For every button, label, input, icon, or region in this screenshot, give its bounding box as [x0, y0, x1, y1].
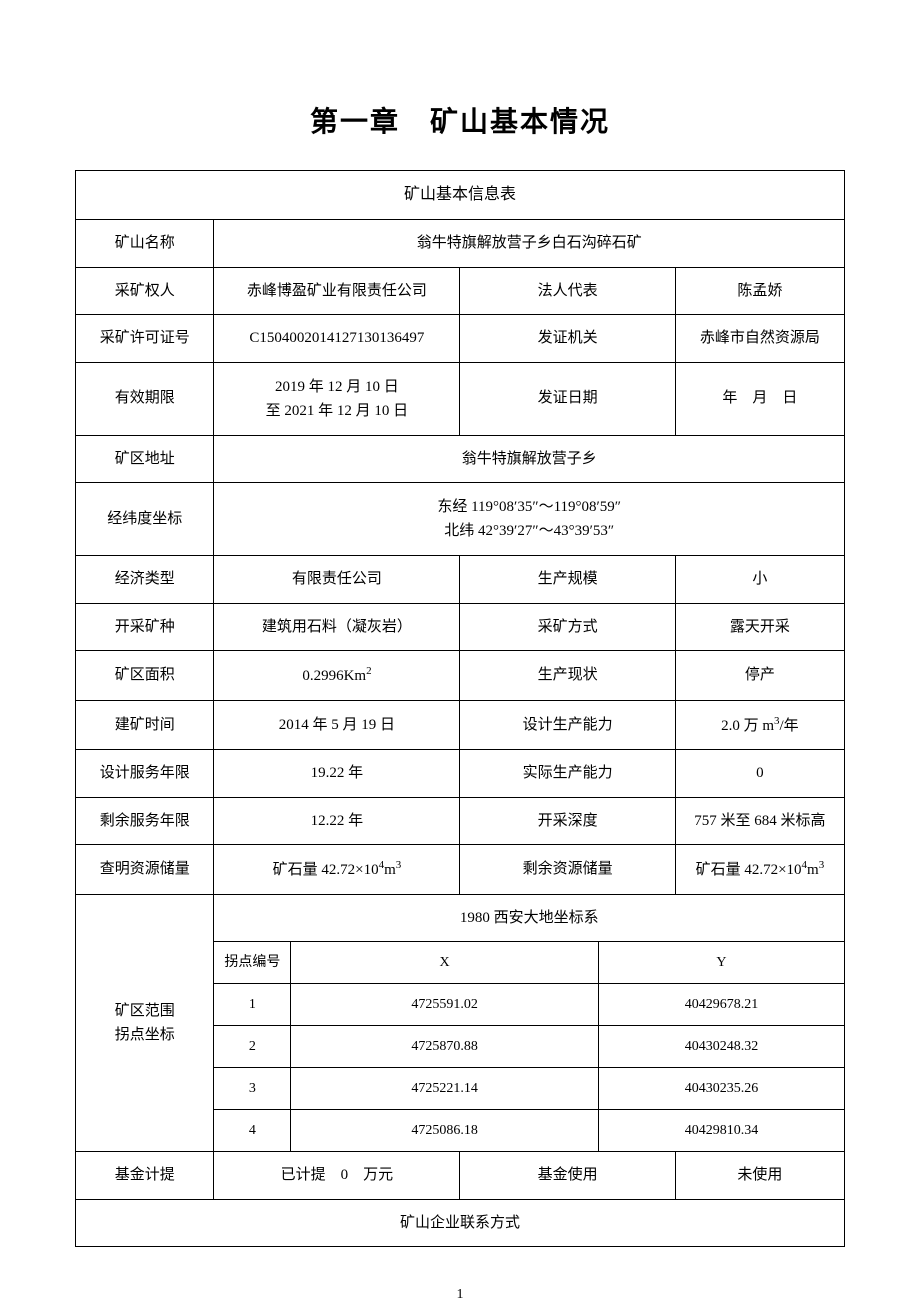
latlong-value: 东经 119°08′35″～119°08′59″ 北纬 42°39′27″～43… [214, 483, 845, 556]
latlong-line2: 北纬 42°39′27″～43°39′53″ [444, 523, 614, 539]
range-label: 矿区范围 拐点坐标 [76, 894, 214, 1152]
remain-reserves-unit: m [807, 862, 819, 878]
remain-life-value: 12.22 年 [214, 797, 460, 845]
fund-use-label: 基金使用 [460, 1152, 675, 1200]
mine-info-table: 矿山基本信息表 矿山名称 翁牛特旗解放营子乡白石沟碎石矿 采矿权人 赤峰博盈矿业… [75, 170, 845, 1247]
design-cap-label: 设计生产能力 [460, 700, 675, 750]
coord-col-x: X [291, 942, 599, 984]
contact-header: 矿山企业联系方式 [76, 1199, 845, 1247]
prod-scale-label: 生产规模 [460, 556, 675, 604]
fund-accrual-value: 已计提 0 万元 [214, 1152, 460, 1200]
issue-date-label: 发证日期 [460, 362, 675, 435]
design-life-label: 设计服务年限 [76, 750, 214, 798]
area-value-pre: 0.2996Km [302, 668, 366, 684]
coord-col-num: 拐点编号 [214, 942, 291, 984]
fund-accrual-label: 基金计提 [76, 1152, 214, 1200]
mining-rights-holder-label: 采矿权人 [76, 267, 214, 315]
coord-x-1: 4725591.02 [291, 984, 599, 1026]
mining-rights-holder-value: 赤峰博盈矿业有限责任公司 [214, 267, 460, 315]
range-label-line1: 矿区范围 [115, 1003, 175, 1019]
issuing-auth-value: 赤峰市自然资源局 [675, 315, 844, 363]
coord-system: 1980 西安大地坐标系 [214, 894, 845, 942]
mineral-label: 开采矿种 [76, 603, 214, 651]
design-cap-suffix: /年 [780, 718, 799, 734]
permit-no-label: 采矿许可证号 [76, 315, 214, 363]
table-header: 矿山基本信息表 [76, 171, 845, 220]
coord-num-2: 2 [214, 1026, 291, 1068]
validity-value: 2019 年 12 月 10 日 至 2021 年 12 月 10 日 [214, 362, 460, 435]
mining-method-value: 露天开采 [675, 603, 844, 651]
validity-line2: 至 2021 年 12 月 10 日 [266, 403, 409, 419]
latlong-line1: 东经 119°08′35″～119°08′59″ [437, 499, 621, 515]
address-value: 翁牛特旗解放营子乡 [214, 435, 845, 483]
remain-reserves-value: 矿石量 42.72×104m3 [675, 845, 844, 895]
econ-type-value: 有限责任公司 [214, 556, 460, 604]
remain-reserves-pre: 矿石量 42.72×10 [696, 862, 802, 878]
design-cap-value: 2.0 万 m3/年 [675, 700, 844, 750]
chapter-title: 第一章 矿山基本情况 [75, 100, 845, 140]
range-label-line2: 拐点坐标 [115, 1027, 175, 1043]
coord-col-y: Y [598, 942, 844, 984]
mine-name-label: 矿山名称 [76, 220, 214, 268]
fund-use-value: 未使用 [675, 1152, 844, 1200]
legal-rep-label: 法人代表 [460, 267, 675, 315]
area-value: 0.2996Km2 [214, 651, 460, 701]
coord-y-3: 40430235.26 [598, 1068, 844, 1110]
actual-cap-label: 实际生产能力 [460, 750, 675, 798]
design-life-value: 19.22 年 [214, 750, 460, 798]
legal-rep-value: 陈孟娇 [675, 267, 844, 315]
proven-reserves-label: 查明资源储量 [76, 845, 214, 895]
issuing-auth-label: 发证机关 [460, 315, 675, 363]
build-time-label: 建矿时间 [76, 700, 214, 750]
design-cap-pre: 2.0 万 m [721, 718, 774, 734]
latlong-label: 经纬度坐标 [76, 483, 214, 556]
area-label: 矿区面积 [76, 651, 214, 701]
area-exp: 2 [366, 665, 372, 677]
coord-num-3: 3 [214, 1068, 291, 1110]
validity-line1: 2019 年 12 月 10 日 [275, 379, 399, 395]
address-label: 矿区地址 [76, 435, 214, 483]
prod-status-label: 生产现状 [460, 651, 675, 701]
remain-life-label: 剩余服务年限 [76, 797, 214, 845]
build-time-value: 2014 年 5 月 19 日 [214, 700, 460, 750]
mineral-value: 建筑用石料（凝灰岩） [214, 603, 460, 651]
remain-reserves-unit-exp: 3 [819, 859, 825, 871]
proven-reserves-pre: 矿石量 42.72×10 [273, 862, 379, 878]
prod-status-value: 停产 [675, 651, 844, 701]
proven-reserves-unit: m [384, 862, 396, 878]
proven-reserves-value: 矿石量 42.72×104m3 [214, 845, 460, 895]
coord-x-4: 4725086.18 [291, 1110, 599, 1152]
validity-label: 有效期限 [76, 362, 214, 435]
prod-scale-value: 小 [675, 556, 844, 604]
proven-reserves-unit-exp: 3 [396, 859, 402, 871]
mine-name-value: 翁牛特旗解放营子乡白石沟碎石矿 [214, 220, 845, 268]
remain-reserves-label: 剩余资源储量 [460, 845, 675, 895]
coord-y-4: 40429810.34 [598, 1110, 844, 1152]
coord-y-1: 40429678.21 [598, 984, 844, 1026]
econ-type-label: 经济类型 [76, 556, 214, 604]
coord-x-3: 4725221.14 [291, 1068, 599, 1110]
coord-y-2: 40430248.32 [598, 1026, 844, 1068]
coord-num-1: 1 [214, 984, 291, 1026]
page-number: 1 [75, 1287, 845, 1303]
permit-no-value: C1504002014127130136497 [214, 315, 460, 363]
coord-x-2: 4725870.88 [291, 1026, 599, 1068]
mining-method-label: 采矿方式 [460, 603, 675, 651]
actual-cap-value: 0 [675, 750, 844, 798]
mining-depth-value: 757 米至 684 米标高 [675, 797, 844, 845]
issue-date-value: 年 月 日 [675, 362, 844, 435]
mining-depth-label: 开采深度 [460, 797, 675, 845]
coord-num-4: 4 [214, 1110, 291, 1152]
